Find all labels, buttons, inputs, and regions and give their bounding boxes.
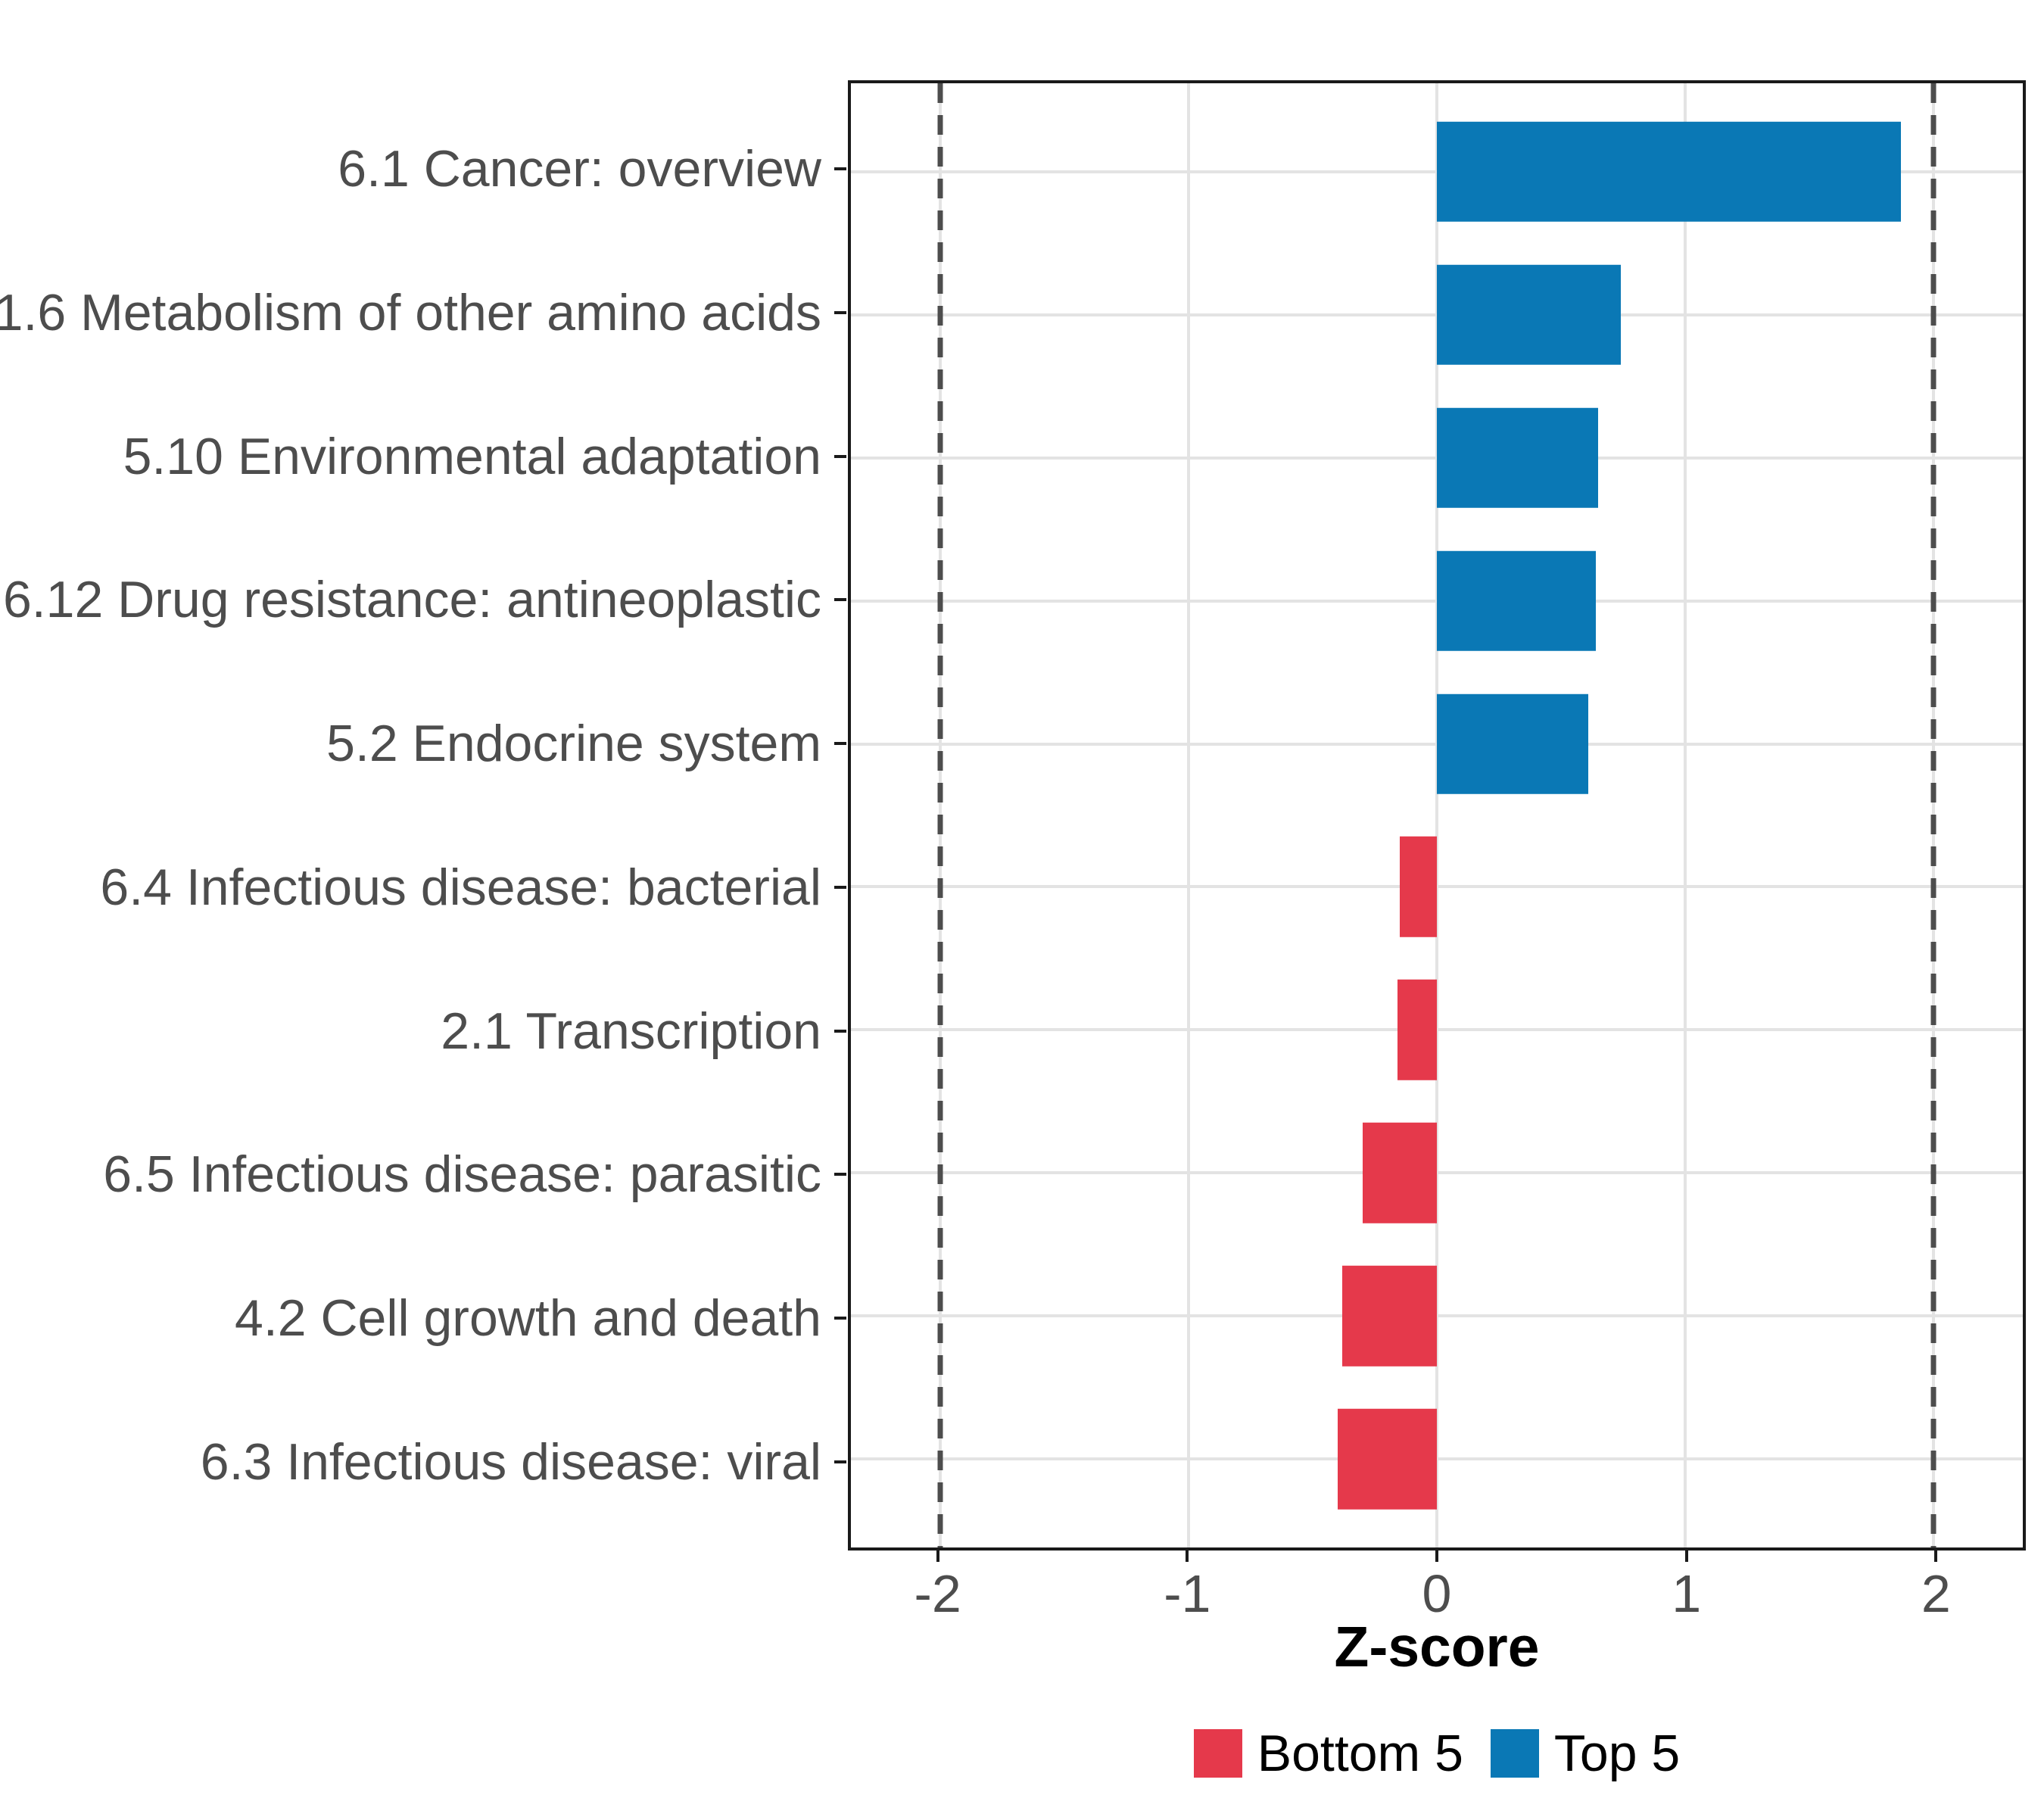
x-tick-mark (936, 1551, 939, 1562)
x-tick-mark (1186, 1551, 1189, 1562)
x-tick-mark (1435, 1551, 1438, 1562)
y-tick-mark (834, 742, 846, 746)
y-tick-mark (834, 1317, 846, 1320)
legend-label: Bottom 5 (1257, 1725, 1463, 1782)
legend-entry: Bottom 5 (1193, 1725, 1463, 1782)
bar (1397, 980, 1437, 1080)
x-axis-tick-labels: -2 -1 0 1 2 (848, 1567, 2026, 1632)
bar (1337, 1409, 1437, 1510)
bar (1342, 1266, 1437, 1367)
x-tick-label: 2 (1921, 1564, 1951, 1623)
category-label: 1.6 Metabolism of other amino acids (0, 283, 821, 341)
x-tick-label: 0 (1422, 1564, 1452, 1623)
y-axis-labels: 6.1 Cancer: overview 1.6 Metabolism of ot… (0, 80, 821, 1551)
horizontal-gridline (851, 1171, 2023, 1175)
legend: Bottom 5 Top 5 (848, 1726, 2026, 1781)
dashed-reference-line (937, 83, 943, 1547)
y-tick-mark (834, 167, 846, 171)
x-tick-label: -1 (1164, 1564, 1211, 1623)
category-label: 4.2 Cell growth and death (235, 1289, 821, 1348)
x-tick-mark (1934, 1551, 1938, 1562)
plot-panel (848, 80, 2026, 1551)
category-label: 6.5 Infectious disease: parasitic (103, 1145, 821, 1204)
vertical-gridline (1435, 83, 1438, 1547)
x-axis-title: Z-score (1334, 1615, 1540, 1678)
y-tick-mark (834, 1029, 846, 1033)
bar (1437, 264, 1621, 365)
y-tick-mark (834, 454, 846, 458)
horizontal-gridline (851, 1457, 2023, 1461)
category-label: 6.3 Infectious disease: viral (200, 1432, 821, 1491)
legend-entry: Top 5 (1490, 1725, 1681, 1782)
legend-label: Top 5 (1553, 1725, 1681, 1782)
bar (1437, 121, 1902, 222)
category-label: 2.1 Transcription (441, 1002, 821, 1060)
y-tick-mark (834, 885, 846, 889)
legend-swatch (1490, 1729, 1539, 1778)
y-tick-mark (834, 598, 846, 602)
bar (1437, 693, 1589, 794)
bar (1437, 550, 1596, 651)
category-label: 6.12 Drug resistance: antineoplastic (2, 571, 821, 629)
category-label: 6.4 Infectious disease: bacterial (100, 858, 821, 916)
horizontal-gridline (851, 1314, 2023, 1318)
category-label: 5.2 Endocrine system (326, 715, 821, 773)
bar (1362, 1123, 1437, 1223)
horizontal-gridline (851, 1028, 2023, 1032)
x-axis-ticks (848, 1551, 2026, 1562)
y-tick-mark (834, 310, 846, 314)
x-tick-mark (1684, 1551, 1688, 1562)
vertical-gridline (1187, 83, 1191, 1547)
bar (1437, 407, 1599, 508)
dashed-reference-line (1930, 83, 1937, 1547)
horizontal-gridline (851, 885, 2023, 889)
category-label: 6.1 Cancer: overview (338, 140, 821, 198)
y-axis-ticks (834, 80, 846, 1551)
y-tick-mark (834, 1460, 846, 1463)
legend-swatch (1193, 1729, 1242, 1778)
x-tick-label: 1 (1672, 1564, 1702, 1623)
category-label: 5.10 Environmental adaptation (123, 427, 821, 485)
vertical-gridline (1683, 83, 1687, 1547)
bar (1399, 837, 1437, 937)
x-tick-label: -2 (914, 1564, 961, 1623)
y-tick-mark (834, 1173, 846, 1177)
